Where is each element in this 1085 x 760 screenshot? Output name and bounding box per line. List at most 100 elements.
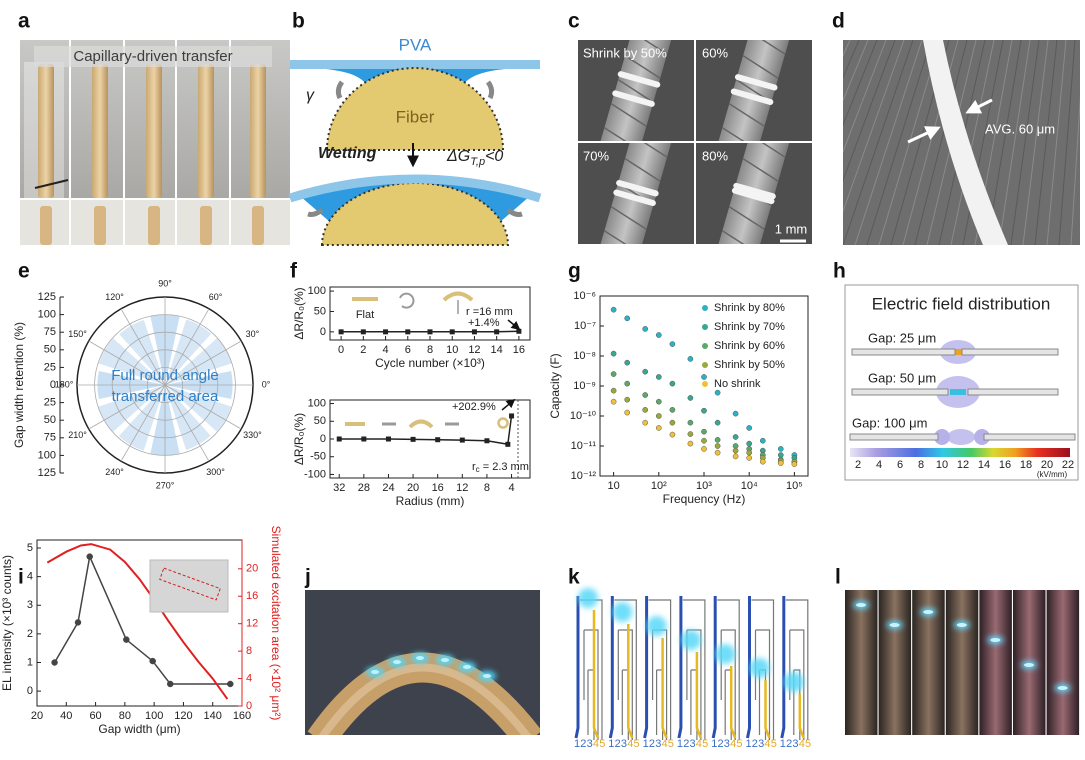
y-tick-label: 0: [320, 433, 326, 445]
sem-label: Shrink by 50%: [583, 45, 667, 60]
data-point: [714, 443, 721, 449]
x-tick-label: 12: [468, 344, 480, 356]
angle-label: 0°: [262, 379, 271, 389]
channel-label: 5: [702, 738, 708, 750]
icon: [442, 291, 474, 302]
data-point: [610, 387, 617, 394]
sem-image: [578, 8, 694, 141]
channel-label: 1: [711, 738, 717, 750]
data-point: [687, 440, 694, 447]
sector: [165, 385, 232, 432]
sem-fiber: [709, 40, 799, 141]
panel-label: l: [835, 566, 841, 589]
braid: [636, 8, 678, 31]
braid: [712, 255, 754, 278]
braid: [610, 206, 647, 230]
force-arrow: [335, 80, 345, 100]
circuit: [580, 599, 603, 740]
channel-label: 4: [662, 738, 668, 750]
emission: [463, 665, 471, 669]
x-tick-label: 10³: [696, 480, 712, 492]
data-point: [669, 431, 676, 438]
electrode: [734, 74, 778, 91]
emission-glow: [715, 644, 736, 664]
emission: [371, 670, 379, 674]
x-tick-label: 4: [382, 344, 388, 356]
yellow-line: [764, 680, 771, 739]
yellow-line: [695, 652, 703, 739]
x-tick-label: 140: [204, 710, 222, 722]
braid: [728, 206, 765, 230]
y-tick-label: 10⁻⁹: [573, 380, 596, 392]
data-point: [385, 436, 391, 442]
panel-label: d: [832, 10, 845, 33]
sem-image: [578, 143, 694, 278]
fiber: [250, 64, 266, 198]
y-tick-label: 10⁻⁶: [573, 290, 596, 302]
annotation: Flat: [356, 309, 374, 321]
texture: [843, 40, 860, 79]
braid: [603, 127, 640, 141]
channel-label: 2: [649, 738, 655, 750]
data-point: [791, 461, 798, 467]
data-point: [777, 446, 784, 452]
braid: [749, 143, 786, 158]
angle-label: 210°: [68, 430, 87, 440]
channel-label: 5: [771, 738, 777, 750]
x-tick-label: 32: [333, 482, 345, 494]
data-point: [361, 436, 367, 442]
yellow-line: [729, 666, 737, 739]
photo-strip: [945, 590, 979, 735]
data-point: [610, 398, 617, 405]
texture: [843, 40, 869, 102]
y-tick-label: 4: [27, 571, 33, 583]
data-point: [74, 619, 82, 626]
y-tick-label: -50: [310, 451, 326, 463]
channel-label: 5: [634, 738, 640, 750]
channel-label: 3: [724, 738, 730, 750]
channel-label: 3: [655, 738, 661, 750]
photo-strip: [845, 590, 878, 735]
channel-label: 5: [599, 738, 605, 750]
sem-fiber: [709, 143, 799, 278]
emission: [1024, 663, 1034, 667]
data-point: [701, 407, 707, 414]
electrode: [731, 187, 775, 205]
emission-glow: [783, 672, 804, 692]
x-tick-label: 10⁵: [786, 480, 803, 492]
panel-label: f: [290, 260, 298, 283]
field-glow: [974, 429, 990, 445]
x-tick-label: 10⁴: [741, 480, 758, 492]
braid: [742, 55, 779, 79]
r-tick-label: 50: [44, 344, 56, 356]
channel-label: 1: [643, 738, 649, 750]
braid: [721, 230, 758, 244]
electrode: [730, 88, 774, 105]
data-point: [435, 437, 441, 443]
data-point: [336, 436, 342, 442]
r-tick-label: 100: [38, 309, 56, 321]
sem-label: 80%: [702, 148, 728, 163]
x-tick-label: 10²: [651, 480, 667, 492]
braid: [594, 255, 636, 278]
y-tick-label: -100: [304, 468, 326, 480]
colorbar-tick: 16: [999, 459, 1011, 471]
annotation: +202.9%: [452, 401, 496, 413]
texture: [1034, 40, 1058, 245]
x-axis-title: Gap width (μm): [98, 722, 180, 736]
channel-label: 2: [718, 738, 724, 750]
data-point: [624, 380, 631, 387]
field-glow: [947, 429, 975, 445]
photo-strip: [878, 590, 912, 735]
r-tick-label: 125: [38, 291, 56, 303]
panel-label: b: [292, 10, 305, 33]
channel-label: 1: [746, 738, 752, 750]
channel-label: 3: [621, 738, 627, 750]
electrode: [983, 433, 1076, 441]
data-point: [86, 553, 93, 560]
data-point: [746, 440, 753, 447]
spoke: [88, 340, 166, 386]
braid: [742, 158, 779, 182]
data-point: [227, 680, 234, 688]
